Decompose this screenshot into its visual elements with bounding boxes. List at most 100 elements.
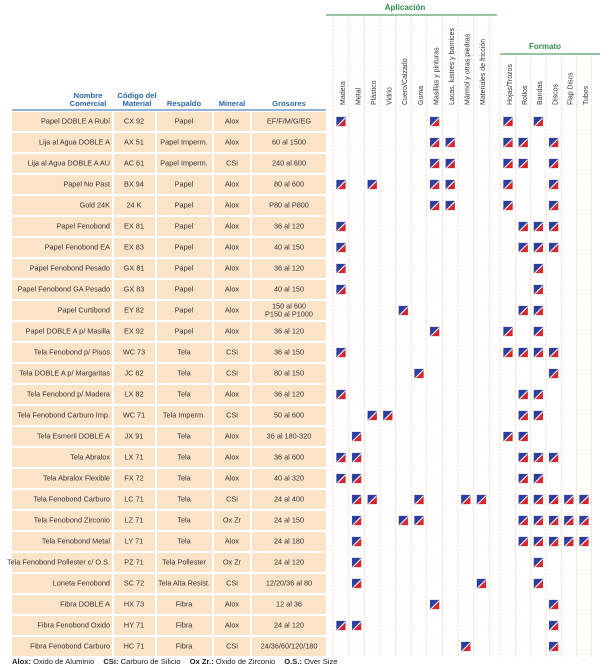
icon-red [353, 622, 362, 630]
check-icon [564, 494, 574, 505]
cell-text: Tela [177, 368, 191, 377]
icon-red [353, 538, 362, 546]
icon-red [520, 496, 528, 504]
column-header: Mineral [219, 99, 246, 108]
icon-blue [445, 201, 455, 210]
cell-text: 36 al 600 [274, 452, 304, 461]
cell-bg [252, 448, 326, 467]
cell-text: LY 71 [125, 536, 143, 545]
cell-bg [157, 343, 212, 362]
check-icon [533, 473, 544, 484]
icon-red [520, 307, 528, 315]
cell-text: 40 al 150 [274, 242, 304, 251]
column-header-vertical: Materiales de fricción [480, 39, 487, 105]
icon-red [550, 181, 559, 189]
icon-red [338, 454, 346, 462]
icon-red [535, 412, 543, 420]
cell-bg [12, 448, 112, 467]
cell-bg [252, 217, 326, 236]
icon-blue [533, 579, 543, 588]
cell-bg [252, 322, 326, 341]
icon-red [505, 433, 513, 441]
icon-red [535, 244, 543, 252]
icon-red [447, 181, 455, 189]
cell-text: Alox [225, 200, 240, 209]
check-icon [429, 200, 440, 211]
icon-blue [564, 537, 574, 546]
cell-bg [252, 280, 326, 299]
cell-bg [214, 574, 250, 593]
cell-text: Tela [177, 473, 191, 482]
footer-abbr: Ox Zr.: [190, 657, 214, 666]
cell-bg [157, 616, 212, 635]
cell-text: P80 al P800 [269, 200, 309, 209]
check-icon [548, 200, 559, 211]
check-icon [351, 431, 362, 442]
icon-red [535, 475, 543, 483]
check-icon [445, 179, 455, 190]
icon-blue [445, 159, 455, 168]
icon-blue [518, 390, 528, 399]
cell-bg [157, 217, 212, 236]
cell-text: Papel [175, 284, 194, 293]
check-icon [367, 179, 377, 190]
cell-text: 24 al 150 [274, 515, 304, 524]
check-icon [533, 242, 544, 253]
check-icon [548, 536, 559, 547]
icon-blue [430, 180, 440, 189]
check-icon [336, 389, 346, 400]
icon-red [447, 139, 455, 147]
cell-bg [114, 490, 155, 509]
cell-bg [214, 175, 250, 194]
check-icon [351, 494, 362, 505]
cell-text: Alox [225, 305, 240, 314]
check-icon [336, 116, 346, 127]
cell-bg [157, 595, 212, 614]
cell-bg [214, 112, 250, 131]
column-header: Nombre [74, 91, 103, 100]
cell-bg [114, 364, 155, 383]
icon-blue [533, 453, 543, 462]
icon-blue [533, 306, 543, 315]
check-icon [336, 179, 346, 190]
cell-text: Alox [225, 620, 240, 629]
icon-blue [518, 159, 528, 168]
icon-blue [518, 306, 528, 315]
cell-text: Papel Fenobond EA [45, 242, 110, 251]
cell-text: Gold 24K [80, 200, 111, 209]
cell-text: Tela DOBLE A p/ Margaritas [19, 368, 110, 377]
cell-text: CSi [226, 347, 238, 356]
check-icon [518, 536, 528, 547]
check-icon [503, 116, 513, 127]
column-header-vertical: Madera [340, 81, 347, 105]
check-icon [336, 221, 346, 232]
cell-text: Ox Zr [223, 557, 242, 566]
cell-bg [157, 490, 212, 509]
cell-text: Papel [175, 200, 194, 209]
column-header-vertical: Flap Discs [568, 72, 575, 105]
column-header-vertical: Vidrio [387, 87, 394, 105]
check-icon [414, 368, 424, 379]
icon-blue [367, 495, 377, 504]
icon-blue [518, 138, 528, 147]
footer-abbr: Alox: [12, 657, 31, 666]
icon-blue [533, 411, 543, 420]
icon-red [416, 370, 424, 378]
icon-red [431, 118, 440, 126]
cell-text: 240 al 600 [272, 158, 306, 167]
icon-red [550, 202, 559, 210]
cell-bg [252, 112, 326, 131]
check-icon [336, 452, 346, 463]
cell-text: Lija al Agua DOBLE A AU [28, 158, 110, 167]
cell-text: Tela Esmeril DOBLE A [37, 431, 110, 440]
cell-text: Papel [175, 179, 194, 188]
check-icon [533, 326, 544, 337]
cell-bg [157, 511, 212, 530]
cell-text: Alox [225, 116, 240, 125]
icon-red [535, 559, 543, 567]
cell-text: Alox [225, 599, 240, 608]
footer-text: Over Size [304, 657, 337, 666]
icon-blue [445, 138, 455, 147]
cell-bg [214, 196, 250, 215]
